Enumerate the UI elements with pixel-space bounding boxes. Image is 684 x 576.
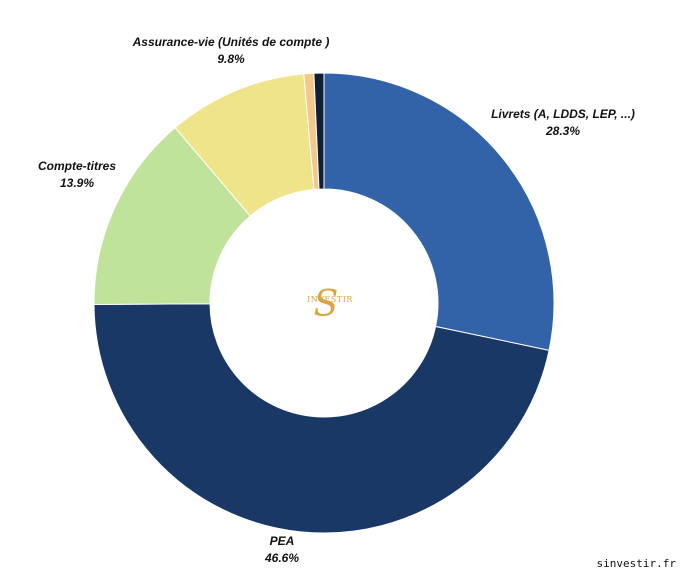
- slice-percent-4: 9.8%: [217, 52, 245, 66]
- slice-percent-2: 46.6%: [264, 551, 299, 565]
- slice-percent-1: 28.3%: [545, 124, 580, 138]
- slice-label-4: Assurance-vie (Unités de compte ): [132, 35, 330, 49]
- slice-label-3: Compte-titres: [38, 159, 116, 173]
- slice-label-1: Livrets (A, LDDS, LEP, ...): [491, 107, 635, 121]
- slice-2: [93, 303, 550, 534]
- footer-credit: sinvestir.fr: [596, 557, 676, 570]
- slice-percent-3: 13.9%: [60, 176, 94, 190]
- logo-letter: S: [314, 284, 339, 325]
- slice-1: [323, 72, 555, 351]
- slice-label-2: PEA: [270, 534, 295, 548]
- donut-slices: [93, 72, 555, 534]
- center-logo: S INVESTIR: [307, 284, 353, 325]
- slice-6: [313, 72, 325, 190]
- logo-word: INVESTIR: [307, 295, 353, 304]
- slice-labels: Livrets (A, LDDS, LEP, ...) 28.3% PEA 46.6%…: [38, 35, 635, 565]
